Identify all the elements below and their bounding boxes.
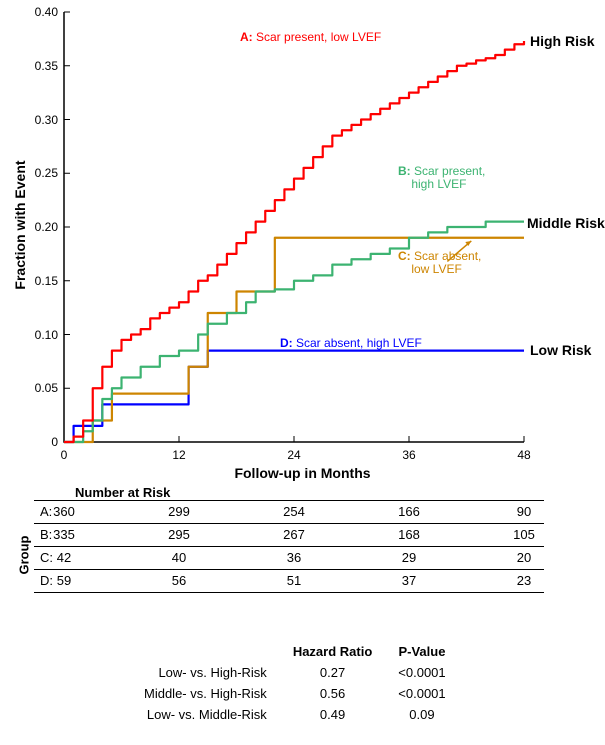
at-risk-row-id: A:: [40, 504, 52, 519]
at-risk-row-id: C:: [40, 550, 53, 565]
at-risk-cell: 42: [57, 550, 71, 565]
series-d-text: Scar absent, high LVEF: [293, 336, 422, 350]
y-tick-label: 0.15: [35, 274, 58, 288]
x-axis-label: Follow-up in Months: [0, 465, 605, 481]
at-risk-cell: 37: [402, 573, 416, 588]
at-risk-cell: 59: [57, 573, 71, 588]
at-risk-cell: 29: [402, 550, 416, 565]
at-risk-cell: 166: [398, 504, 420, 519]
at-risk-cell: 51: [287, 573, 301, 588]
high-risk-label: High Risk: [530, 33, 595, 49]
series-d-label: D: Scar absent, high LVEF: [280, 336, 422, 350]
y-tick-label: 0: [51, 435, 58, 449]
x-tick-label: 36: [402, 448, 415, 462]
at-risk-cell: 267: [283, 527, 305, 542]
y-tick-label: 0.35: [35, 59, 58, 73]
x-tick-label: 24: [287, 448, 300, 462]
x-tick-label: 48: [517, 448, 530, 462]
hazard-row-p: 0.09: [386, 705, 457, 724]
at-risk-cell: 295: [168, 527, 190, 542]
hazard-row-label: Low- vs. High-Risk: [132, 663, 279, 682]
at-risk-cell: 20: [517, 550, 531, 565]
x-tick-label: 0: [61, 448, 68, 462]
figure-container: Fraction with Event 00.050.100.150.200.2…: [0, 0, 605, 745]
at-risk-row-id: D:: [40, 573, 53, 588]
at-risk-cell: 105: [513, 527, 535, 542]
hazard-table: Hazard Ratio P-Value Low- vs. High-Risk …: [130, 640, 460, 726]
y-tick-label: 0.25: [35, 166, 58, 180]
series-c-prefix: C:: [398, 249, 411, 263]
at-risk-cell: 254: [283, 504, 305, 519]
y-tick-label: 0.20: [35, 220, 58, 234]
series-d-prefix: D:: [280, 336, 293, 350]
middle-risk-label: Middle Risk: [527, 215, 605, 231]
series-b-prefix: B:: [398, 164, 411, 178]
series-c-label: C: Scar absent, low LVEF: [398, 250, 481, 276]
y-tick-label: 0.10: [35, 328, 58, 342]
series-a-prefix: A:: [240, 30, 253, 44]
at-risk-row: A:360 299 254 166 90: [34, 501, 544, 524]
at-risk-cell: 299: [168, 504, 190, 519]
at-risk-table: A:360 299 254 166 90 B:335 295 267 168 105 C: 42 40 3…: [34, 500, 544, 593]
at-risk-cell: 56: [172, 573, 186, 588]
hazard-row-hr: 0.56: [281, 684, 384, 703]
hazard-row: Middle- vs. High-Risk 0.56 <0.0001: [132, 684, 458, 703]
y-tick-label: 0.05: [35, 381, 58, 395]
hazard-row: Low- vs. High-Risk 0.27 <0.0001: [132, 663, 458, 682]
series-b-label: B: Scar present, high LVEF: [398, 165, 485, 191]
x-tick-label: 12: [172, 448, 185, 462]
y-tick-label: 0.30: [35, 113, 58, 127]
hazard-row-hr: 0.27: [281, 663, 384, 682]
at-risk-cell: 23: [517, 573, 531, 588]
at-risk-cell: 360: [53, 504, 75, 519]
plot-area: [0, 0, 605, 475]
at-risk-cell: 168: [398, 527, 420, 542]
at-risk-cell: 90: [517, 504, 531, 519]
at-risk-row: C: 42 40 36 29 20: [34, 547, 544, 570]
hazard-row-hr: 0.49: [281, 705, 384, 724]
hazard-row-p: <0.0001: [386, 684, 457, 703]
y-tick-label: 0.40: [35, 5, 58, 19]
at-risk-title: Number at Risk: [75, 485, 170, 500]
group-label: Group: [17, 536, 32, 575]
at-risk-row-id: B:: [40, 527, 52, 542]
series-a-text: Scar present, low LVEF: [253, 30, 382, 44]
at-risk-cell: 335: [53, 527, 75, 542]
at-risk-cell: 36: [287, 550, 301, 565]
low-risk-label: Low Risk: [530, 342, 591, 358]
hazard-col-p: P-Value: [386, 642, 457, 661]
series-c-text: Scar absent, low LVEF: [398, 249, 481, 276]
hazard-row-p: <0.0001: [386, 663, 457, 682]
hazard-header-row: Hazard Ratio P-Value: [132, 642, 458, 661]
hazard-col-hr: Hazard Ratio: [281, 642, 384, 661]
hazard-row-label: Middle- vs. High-Risk: [132, 684, 279, 703]
at-risk-cell: 40: [172, 550, 186, 565]
hazard-row: Low- vs. Middle-Risk 0.49 0.09: [132, 705, 458, 724]
series-a-label: A: Scar present, low LVEF: [240, 30, 381, 44]
hazard-row-label: Low- vs. Middle-Risk: [132, 705, 279, 724]
at-risk-row: D: 59 56 51 37 23: [34, 570, 544, 593]
series-b-text: Scar present, high LVEF: [398, 164, 485, 191]
at-risk-row: B:335 295 267 168 105: [34, 524, 544, 547]
